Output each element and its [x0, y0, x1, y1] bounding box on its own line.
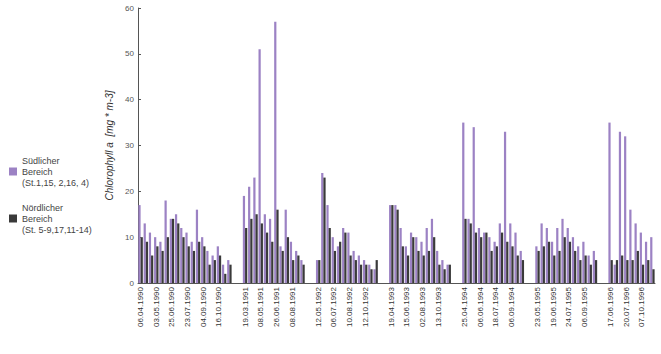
- svg-text:04.09.1990: 04.09.1990: [199, 286, 208, 327]
- svg-text:Bereich: Bereich: [22, 167, 53, 177]
- svg-text:19.03.1991: 19.03.1991: [241, 286, 250, 327]
- svg-text:16.10.1990: 16.10.1990: [214, 286, 223, 327]
- svg-text:03.05.1990: 03.05.1990: [152, 286, 161, 327]
- svg-text:0: 0: [130, 279, 135, 288]
- svg-text:(St.1,15, 2,16, 4): (St.1,15, 2,16, 4): [22, 178, 89, 188]
- svg-text:06.09.1994: 06.09.1994: [507, 286, 516, 327]
- svg-text:10: 10: [125, 233, 134, 242]
- svg-text:26.06.1991: 26.06.1991: [272, 286, 281, 327]
- svg-text:06.07.1992: 06.07.1992: [329, 286, 338, 327]
- svg-text:23.05.1995: 23.05.1995: [533, 286, 542, 327]
- svg-text:17.06.1996: 17.06.1996: [606, 286, 615, 327]
- svg-text:(St. 5-9,17,11-14): (St. 5-9,17,11-14): [22, 225, 92, 235]
- svg-text:06.06.1994: 06.06.1994: [476, 286, 485, 327]
- svg-text:23.07.1990: 23.07.1990: [183, 286, 192, 327]
- svg-text:13.10.1993: 13.10.1993: [434, 286, 443, 327]
- svg-text:06.04.1990: 06.04.1990: [136, 286, 145, 327]
- svg-text:20.07.1996: 20.07.1996: [622, 286, 631, 327]
- svg-text:06.09.1995: 06.09.1995: [580, 286, 589, 327]
- svg-text:19.04.1993: 19.04.1993: [387, 286, 396, 327]
- svg-text:12.05.1992: 12.05.1992: [314, 286, 323, 327]
- svg-text:12.10.1992: 12.10.1992: [361, 286, 370, 327]
- svg-text:18.07.1994: 18.07.1994: [491, 286, 500, 327]
- svg-text:50: 50: [125, 49, 134, 58]
- svg-text:25.06.1990: 25.06.1990: [167, 286, 176, 327]
- svg-text:25.04.1994: 25.04.1994: [460, 286, 469, 327]
- svg-text:08.05.1991: 08.05.1991: [256, 286, 265, 327]
- svg-text:60: 60: [125, 4, 134, 13]
- svg-text:40: 40: [125, 95, 134, 104]
- svg-text:Nördlicher: Nördlicher: [22, 203, 63, 213]
- svg-text:Südlicher: Südlicher: [22, 156, 60, 166]
- svg-text:20: 20: [125, 187, 134, 196]
- svg-text:02.08.1993: 02.08.1993: [418, 286, 427, 327]
- svg-text:Bereich: Bereich: [22, 214, 53, 224]
- svg-text:19.06.1995: 19.06.1995: [549, 286, 558, 327]
- svg-text:15.06.1993: 15.06.1993: [402, 286, 411, 327]
- svg-text:Chlorophyll a [mg * m-3]: Chlorophyll a [mg * m-3]: [104, 90, 115, 200]
- svg-text:08.08.1991: 08.08.1991: [288, 286, 297, 327]
- svg-text:07.10.1996: 07.10.1996: [637, 286, 646, 327]
- svg-text:10.08.1992: 10.08.1992: [345, 286, 354, 327]
- svg-text:30: 30: [125, 141, 134, 150]
- svg-text:24.07.1995: 24.07.1995: [564, 286, 573, 327]
